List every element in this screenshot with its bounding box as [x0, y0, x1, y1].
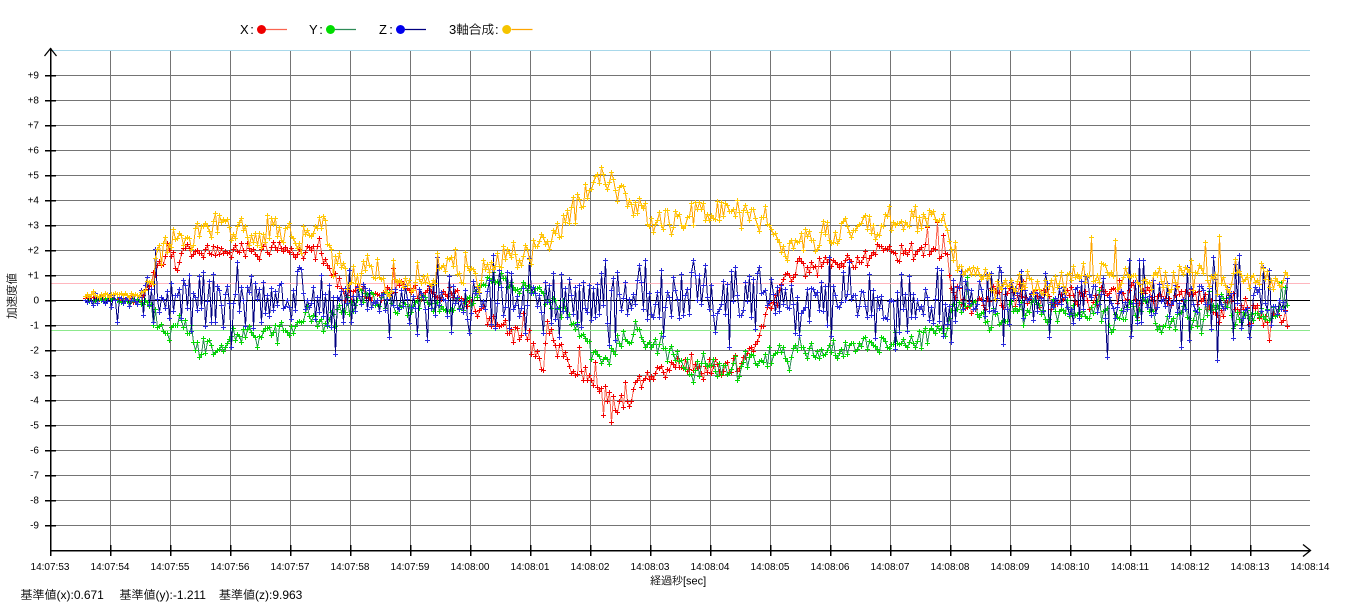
svg-text:14:08:11: 14:08:11: [1111, 562, 1150, 573]
svg-text:-9: -9: [30, 521, 39, 532]
svg-text:14:08:06: 14:08:06: [811, 562, 850, 573]
svg-text:+6: +6: [28, 146, 40, 157]
svg-text:+4: +4: [28, 196, 40, 207]
svg-text:14:08:02: 14:08:02: [571, 562, 610, 573]
svg-text:14:08:14: 14:08:14: [1291, 562, 1330, 573]
svg-text:-6: -6: [30, 446, 39, 457]
svg-text:-2: -2: [30, 346, 39, 357]
svg-text:+1: +1: [28, 271, 40, 282]
svg-text:-8: -8: [30, 496, 39, 507]
svg-text:14:08:00: 14:08:00: [451, 562, 490, 573]
svg-text:-5: -5: [30, 421, 39, 432]
svg-text:(z):9.963: (z):9.963: [255, 588, 303, 602]
svg-text:14:08:07: 14:08:07: [871, 562, 910, 573]
svg-text:[sec]: [sec]: [683, 576, 706, 588]
svg-text:+7: +7: [28, 121, 40, 132]
svg-text:+5: +5: [28, 171, 40, 182]
svg-text:14:08:01: 14:08:01: [511, 562, 550, 573]
svg-text:+9: +9: [28, 71, 40, 82]
svg-text:14:07:55: 14:07:55: [151, 562, 190, 573]
svg-text:-1: -1: [30, 321, 39, 332]
svg-text:Y: Y: [309, 22, 318, 37]
svg-text:14:07:58: 14:07:58: [331, 562, 370, 573]
svg-text:-7: -7: [30, 471, 39, 482]
svg-text:-4: -4: [30, 396, 39, 407]
svg-text:+2: +2: [28, 246, 40, 257]
svg-text::: :: [495, 22, 499, 37]
svg-text:14:08:09: 14:08:09: [991, 562, 1030, 573]
svg-text:+8: +8: [28, 96, 40, 107]
svg-text:(x):0.671: (x):0.671: [57, 588, 105, 602]
svg-text:+3: +3: [28, 221, 40, 232]
svg-text:14:07:56: 14:07:56: [211, 562, 250, 573]
svg-text:14:08:08: 14:08:08: [931, 562, 970, 573]
svg-text:14:08:03: 14:08:03: [631, 562, 670, 573]
svg-text:14:07:54: 14:07:54: [91, 562, 130, 573]
svg-text::: :: [319, 22, 323, 37]
svg-text:(y):-1.211: (y):-1.211: [156, 588, 207, 602]
svg-text::: :: [250, 22, 254, 37]
svg-text:14:08:12: 14:08:12: [1171, 562, 1210, 573]
svg-text:14:08:13: 14:08:13: [1231, 562, 1270, 573]
svg-text:14:08:04: 14:08:04: [691, 562, 730, 573]
svg-text:Z: Z: [379, 22, 387, 37]
svg-text:14:07:59: 14:07:59: [391, 562, 430, 573]
svg-text:14:08:05: 14:08:05: [751, 562, 790, 573]
svg-text:14:08:10: 14:08:10: [1051, 562, 1090, 573]
svg-text:3: 3: [449, 22, 456, 37]
svg-text:0: 0: [33, 296, 39, 307]
svg-text::: :: [389, 22, 393, 37]
svg-text:-3: -3: [30, 371, 39, 382]
svg-text:14:07:53: 14:07:53: [31, 562, 70, 573]
svg-text:X: X: [240, 22, 249, 37]
svg-text:14:07:57: 14:07:57: [271, 562, 310, 573]
